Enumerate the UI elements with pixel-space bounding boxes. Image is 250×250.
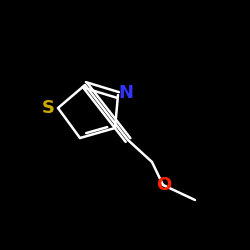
Text: N: N xyxy=(118,84,134,102)
Text: O: O xyxy=(156,176,172,194)
Text: S: S xyxy=(42,99,54,117)
